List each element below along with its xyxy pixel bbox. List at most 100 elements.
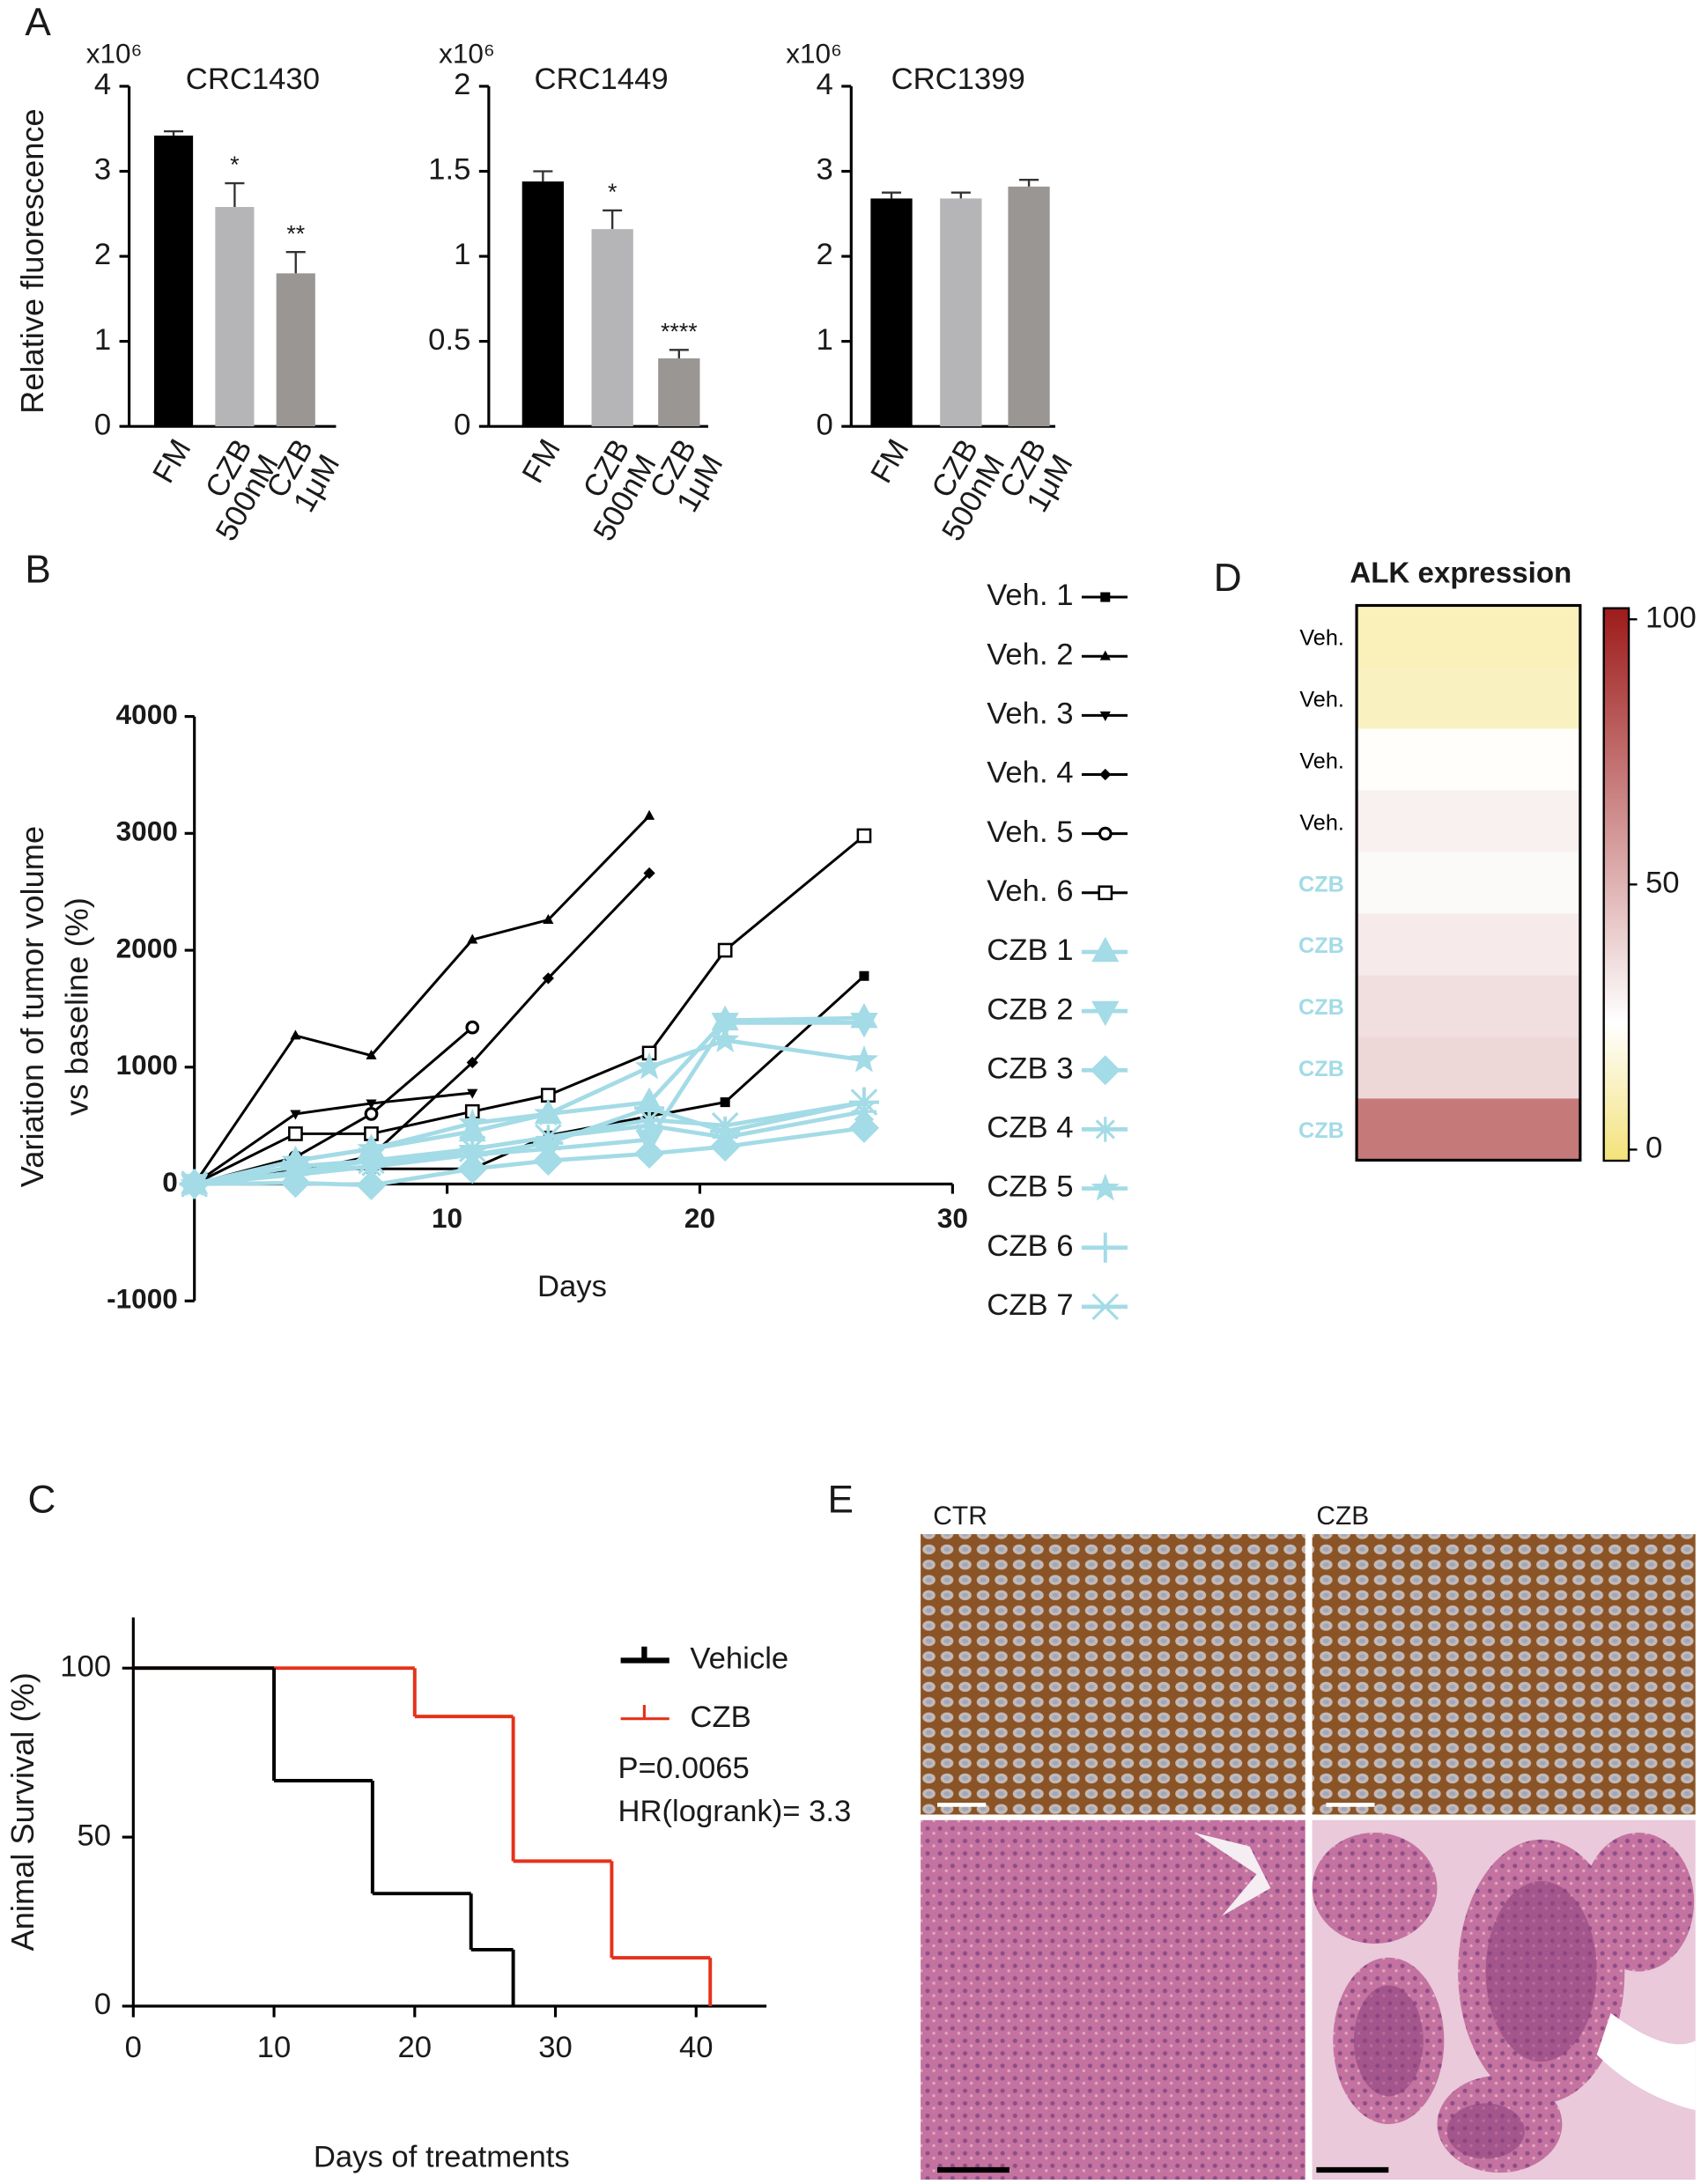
he-dense-region: [1485, 1881, 1597, 2062]
ihc-image-ctr: [921, 1534, 1305, 1815]
image-panel: CTR CZB: [921, 1502, 1696, 2180]
marker: [720, 1097, 730, 1108]
marker: [364, 1106, 379, 1121]
legend-marker: [1099, 711, 1111, 721]
marker: [356, 1169, 387, 1200]
bar: [521, 181, 564, 427]
y-tick-label: 3: [94, 153, 111, 187]
marker: [290, 1110, 301, 1120]
marker: [850, 1012, 878, 1038]
bar: [870, 198, 913, 427]
significance-label: **: [286, 220, 305, 247]
bar: [940, 198, 982, 427]
legend-label: CZB 1: [987, 933, 1073, 967]
series-line: [194, 1037, 865, 1186]
marker: [711, 1111, 739, 1140]
x-tick-label: 10: [432, 1202, 462, 1234]
significance-label: *: [608, 179, 617, 205]
legend-label: Veh. 2: [987, 638, 1073, 671]
marker: [288, 1126, 303, 1141]
x-tick-label: FM: [516, 434, 567, 489]
y-axis-label: Relative fluorescence: [14, 108, 50, 414]
series-line: [193, 1091, 473, 1185]
legend-label: Veh. 6: [987, 874, 1073, 908]
y-tick-label: 0: [94, 1988, 111, 2021]
y-tick-label: 1000: [116, 1049, 178, 1081]
bar: [153, 135, 194, 427]
legend-marker: [1091, 936, 1120, 963]
chart-title: CRC1449: [534, 63, 668, 96]
marker: [542, 972, 554, 985]
legend-marker: [620, 1646, 669, 1664]
x-axis-label: Days of treatments: [314, 2141, 570, 2174]
y-tick-label: 0: [454, 408, 470, 441]
legend-marker: [620, 1704, 669, 1721]
heatmap-cell: [1357, 667, 1580, 729]
y-axis-label: Animal Survival (%): [4, 1672, 41, 1951]
marker: [366, 1049, 377, 1059]
chart-title: CRC1399: [891, 63, 1025, 96]
marker: [290, 1029, 301, 1040]
legend-marker: [1091, 1000, 1120, 1027]
marker: [534, 1098, 563, 1126]
x-tick-label: FM: [865, 434, 916, 489]
marker: [181, 1170, 208, 1198]
legend-marker: [1090, 1232, 1120, 1263]
y-tick-label: 2: [94, 238, 111, 271]
x-tick-label: 40: [679, 2031, 714, 2064]
y-multiplier: x10⁶: [439, 38, 495, 70]
x-tick-label: FM: [147, 434, 198, 489]
marker: [457, 1140, 488, 1170]
y-tick-label: 1: [454, 238, 470, 271]
x-tick-label-group: FM: [147, 434, 198, 489]
y-axis-label: Variation of tumor volume: [14, 826, 50, 1187]
marker: [280, 1151, 311, 1182]
marker: [458, 1108, 487, 1136]
image-column-label: CZB: [1316, 1502, 1369, 1531]
legend-marker: [1100, 592, 1111, 602]
bar: [276, 273, 315, 427]
marker: [644, 809, 655, 820]
bar: [215, 207, 255, 427]
row-label: Veh.: [1299, 749, 1343, 773]
he-dense-region: [1353, 1985, 1424, 2097]
marker: [467, 1088, 478, 1099]
legend-label: Veh. 1: [987, 579, 1073, 612]
legend-marker: [1091, 1293, 1120, 1321]
legend-marker: [1099, 650, 1111, 660]
heatmap-frame: [1355, 603, 1582, 1162]
y-tick-label: 2: [817, 238, 833, 271]
x-tick-label: 10: [257, 2031, 292, 2064]
y-multiplier: x10⁶: [86, 38, 143, 70]
legend-marker: [1092, 1117, 1118, 1142]
legend-label: CZB 7: [987, 1288, 1073, 1322]
marker: [634, 1138, 665, 1169]
y-multiplier: x10⁶: [786, 38, 842, 70]
y-tick-label: 0: [817, 408, 833, 441]
x-tick-label: 30: [538, 2031, 573, 2064]
he-tear: [1596, 2012, 1696, 2111]
colorbar-tick-label: 50: [1646, 866, 1680, 899]
x-tick-label-group: FM: [865, 434, 916, 489]
legend-label: CZB 2: [987, 992, 1073, 1026]
marker: [711, 1012, 739, 1038]
heatmap-cell: [1357, 790, 1580, 852]
legend-label: Veh. 5: [987, 815, 1073, 849]
x-axis-label: Days: [537, 1270, 607, 1303]
heatmap-cell: [1357, 913, 1580, 976]
y-tick-label: 3000: [116, 815, 178, 847]
survival-chart: 0 50 100 0 10 20 30 40 Days of treatments Animal …: [4, 1617, 851, 2174]
chart-title: ALK expression: [1350, 557, 1572, 590]
row-label: CZB: [1298, 872, 1344, 896]
marker: [465, 1020, 480, 1035]
significance-label: ****: [661, 318, 698, 344]
y-tick-label: -1000: [107, 1283, 178, 1315]
bar: [658, 358, 700, 427]
heatmap-cell: [1357, 975, 1580, 1037]
row-label: Veh.: [1299, 687, 1343, 712]
legend-label: CZB 4: [987, 1111, 1073, 1145]
marker: [535, 1124, 562, 1151]
x-tick-label: 20: [398, 2031, 433, 2064]
